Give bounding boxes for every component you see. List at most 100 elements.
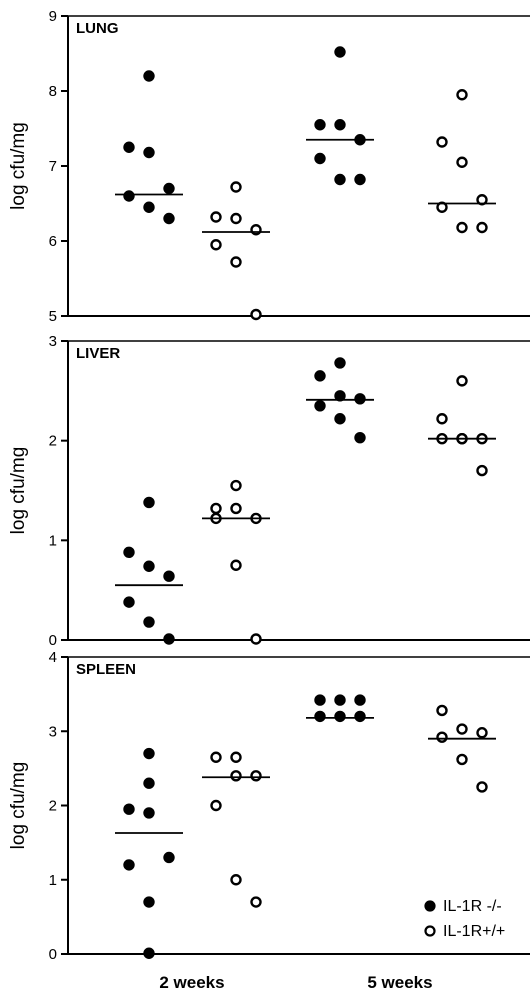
data-point-wt xyxy=(476,781,488,793)
y-axis-label: log cfu/mg xyxy=(8,762,29,850)
panel-title: SPLEEN xyxy=(76,661,136,678)
data-point-wt xyxy=(436,704,448,717)
y-axis-label: log cfu/mg xyxy=(8,122,29,210)
data-point-ko xyxy=(143,747,155,760)
data-point-ko xyxy=(143,201,155,213)
data-point-ko xyxy=(334,413,346,425)
data-point-wt xyxy=(250,633,262,645)
y-tick-label: 6 xyxy=(49,233,57,250)
panel-title: LUNG xyxy=(76,20,119,37)
data-point-ko xyxy=(334,357,346,369)
data-point-ko xyxy=(314,400,326,412)
data-point-wt xyxy=(250,770,262,782)
data-point-wt xyxy=(210,211,222,223)
data-point-ko xyxy=(334,710,346,723)
y-tick-label: 3 xyxy=(49,723,57,740)
x-category-label: 2 weeks xyxy=(159,973,224,992)
data-point-wt xyxy=(230,212,242,225)
data-point-wt xyxy=(476,727,488,739)
data-point-ko xyxy=(143,777,155,789)
data-point-wt xyxy=(476,221,488,234)
data-point-ko xyxy=(123,190,135,202)
data-point-ko xyxy=(354,710,366,723)
data-point-ko xyxy=(314,370,326,382)
data-point-wt xyxy=(210,239,222,251)
data-point-wt xyxy=(230,559,242,571)
data-point-ko xyxy=(163,212,175,225)
data-point-ko xyxy=(314,152,326,165)
y-tick-label: 5 xyxy=(49,308,57,325)
data-point-ko xyxy=(123,546,135,558)
data-point-ko xyxy=(143,947,155,959)
data-point-ko xyxy=(334,173,346,186)
data-point-wt xyxy=(250,896,262,908)
data-point-ko xyxy=(163,182,175,195)
data-point-ko xyxy=(123,803,135,815)
data-point-wt xyxy=(230,256,242,268)
data-point-ko xyxy=(143,807,155,819)
y-tick-label: 9 xyxy=(49,8,57,25)
data-point-ko xyxy=(354,431,366,444)
legend-marker-wt xyxy=(424,925,436,937)
data-point-ko xyxy=(163,633,175,645)
panel-lung xyxy=(61,15,530,321)
data-point-wt xyxy=(230,751,242,763)
legend-label: IL-1R+/+ xyxy=(443,923,505,940)
data-point-wt xyxy=(456,375,468,387)
data-point-ko xyxy=(143,560,155,572)
data-point-wt xyxy=(210,502,222,515)
y-axis-label: log cfu/mg xyxy=(8,447,29,535)
data-point-wt xyxy=(476,464,488,477)
y-tick-label: 2 xyxy=(49,433,57,450)
data-point-wt xyxy=(456,723,468,735)
data-point-wt xyxy=(230,502,242,515)
y-tick-label: 0 xyxy=(49,632,57,649)
data-point-wt xyxy=(456,89,468,101)
data-point-wt xyxy=(230,874,242,886)
legend-marker-ko xyxy=(424,900,436,912)
data-point-wt xyxy=(456,221,468,234)
data-point-wt xyxy=(230,770,242,782)
data-point-ko xyxy=(334,694,346,706)
y-tick-label: 3 xyxy=(49,333,57,350)
y-tick-label: 8 xyxy=(49,83,57,100)
data-point-wt xyxy=(436,413,448,425)
legend: IL-1R -/- IL-1R+/+ xyxy=(424,898,505,940)
data-point-ko xyxy=(354,393,366,405)
data-point-wt xyxy=(230,479,242,492)
data-point-ko xyxy=(143,896,155,908)
x-category-label: 5 weeks xyxy=(367,973,432,992)
data-point-wt xyxy=(436,731,448,743)
data-point-wt xyxy=(210,751,222,763)
data-point-ko xyxy=(143,496,155,509)
panel-liver xyxy=(61,340,530,645)
panel-spleen xyxy=(61,656,530,959)
y-tick-label: 4 xyxy=(49,649,57,666)
data-point-ko xyxy=(354,173,366,186)
data-point-ko xyxy=(123,141,135,153)
data-point-ko xyxy=(314,694,326,706)
y-tick-label: 2 xyxy=(49,798,57,815)
data-point-wt xyxy=(230,181,242,193)
legend-label: IL-1R -/- xyxy=(443,898,502,915)
y-tick-label: 1 xyxy=(49,872,57,889)
data-point-ko xyxy=(163,851,175,864)
data-point-ko xyxy=(163,570,175,582)
data-point-ko xyxy=(314,119,326,131)
y-tick-label: 0 xyxy=(49,946,57,963)
data-point-ko xyxy=(334,119,346,131)
data-point-wt xyxy=(456,156,468,168)
data-point-wt xyxy=(436,136,448,148)
data-point-wt xyxy=(456,753,468,766)
data-point-ko xyxy=(354,694,366,706)
y-tick-label: 7 xyxy=(49,158,57,175)
data-point-ko xyxy=(143,146,155,159)
data-point-ko xyxy=(334,46,346,58)
data-point-ko xyxy=(314,710,326,723)
data-point-ko xyxy=(123,596,135,608)
data-point-ko xyxy=(143,70,155,82)
panel-title: LIVER xyxy=(76,345,120,362)
y-tick-label: 1 xyxy=(49,532,57,549)
